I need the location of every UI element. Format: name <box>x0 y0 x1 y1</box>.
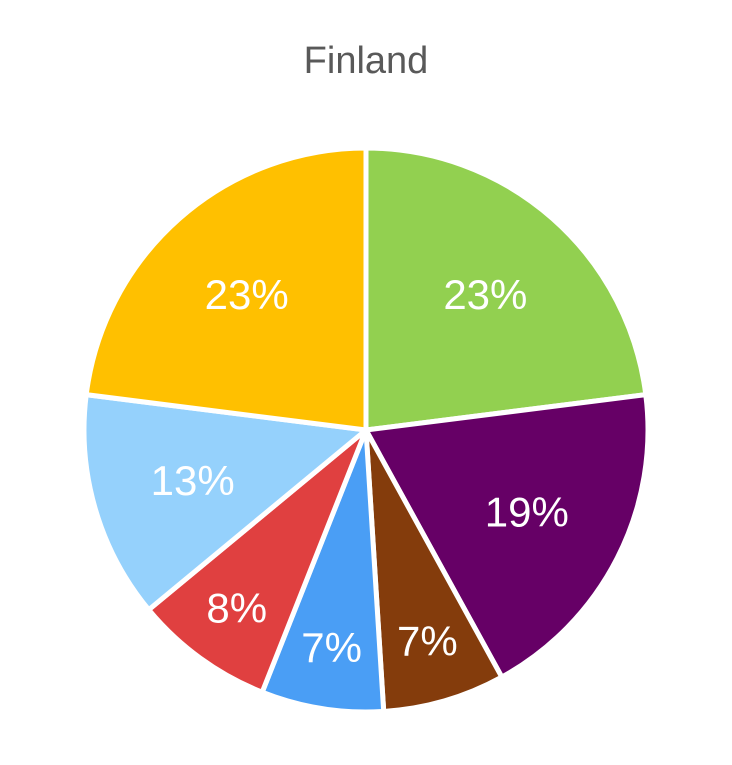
pie-slice-label-3: 7% <box>397 618 458 665</box>
pie-slice-6 <box>81 391 373 614</box>
pie-slice-1 <box>363 145 649 433</box>
pie-slice-label-4: 7% <box>301 624 362 671</box>
pie-slice-label-7: 23% <box>205 271 289 318</box>
pie-slices <box>81 145 651 715</box>
pie-slice-label-2: 19% <box>485 488 569 535</box>
chart-title: Finland <box>303 40 429 82</box>
pie-slice-5 <box>145 428 369 696</box>
pie-slice-label-5: 8% <box>206 584 267 631</box>
pie-slice-2 <box>362 391 651 681</box>
pie-slice-7 <box>83 145 369 433</box>
pie-slice-label-1: 23% <box>443 271 527 318</box>
pie-labels: 23% 19% 7% 7% 8% 13% 23% <box>151 271 569 671</box>
pie-slice-label-6: 13% <box>151 457 235 504</box>
